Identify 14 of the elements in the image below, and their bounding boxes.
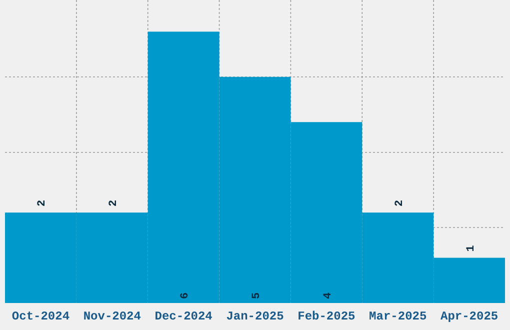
data-label: 2 bbox=[108, 200, 120, 207]
x-tick-label: Jan-2025 bbox=[226, 310, 284, 324]
x-tick-label: Dec-2024 bbox=[154, 310, 212, 324]
x-tick-label: Mar-2025 bbox=[369, 310, 427, 324]
data-label: 6 bbox=[180, 292, 192, 299]
data-label: 2 bbox=[394, 200, 406, 207]
data-label: 4 bbox=[322, 292, 334, 299]
data-label: 2 bbox=[36, 200, 49, 207]
x-tick-label: Feb-2025 bbox=[298, 310, 356, 324]
data-label: 5 bbox=[251, 292, 263, 299]
x-tick-label: Oct-2024 bbox=[12, 310, 70, 324]
x-tick-label: Apr-2025 bbox=[440, 310, 498, 324]
x-tick-label: Nov-2024 bbox=[83, 310, 141, 324]
data-label: 1 bbox=[465, 244, 478, 252]
